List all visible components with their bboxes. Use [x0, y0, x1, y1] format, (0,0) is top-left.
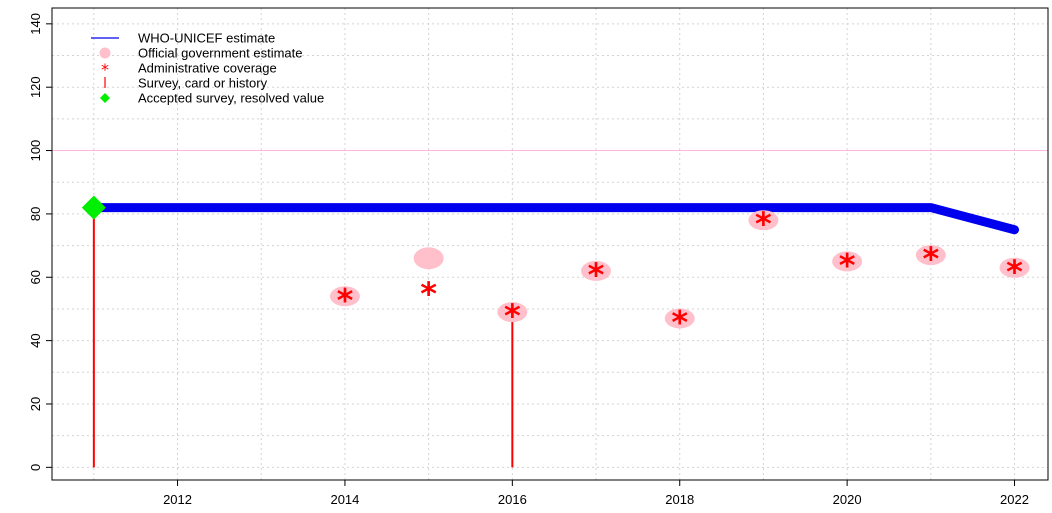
survey-bars: [92, 207, 514, 468]
official-estimate-series: [329, 210, 1030, 329]
official-estimate-point: [329, 286, 360, 307]
y-tick-label: 60: [28, 270, 43, 284]
legend-circle-icon: [99, 47, 111, 59]
official-estimate-point: [915, 245, 946, 266]
x-tick-label: 2016: [498, 492, 527, 507]
administrative-coverage-point: *: [504, 297, 521, 335]
legend-label: Official government estimate: [138, 46, 303, 61]
axes: 0 20 40 60 80 100 120 140 2012 2014 2016 2018 2020 20…: [28, 13, 1029, 507]
administrative-coverage-series: * * * * * * * * *: [337, 205, 1024, 341]
administrative-coverage-point: *: [588, 256, 605, 294]
y-tick-label: 100: [28, 140, 43, 162]
official-estimate-point: [581, 260, 612, 281]
plot-border: [51, 7, 1049, 481]
y-tick-label: 120: [28, 76, 43, 98]
administrative-coverage-point: *: [922, 240, 939, 278]
who-unicef-series: [89, 203, 1020, 235]
legend-diamond-icon: [100, 93, 110, 103]
administrative-coverage-point: *: [1006, 253, 1023, 291]
official-estimate-point: [664, 308, 695, 329]
administrative-coverage-point: *: [337, 281, 354, 319]
x-tick-label: 2022: [1000, 492, 1029, 507]
legend-label: WHO-UNICEF estimate: [138, 31, 275, 46]
y-tick-label: 0: [28, 464, 43, 471]
official-estimate-point: [748, 210, 779, 231]
y-tick-label: 80: [28, 207, 43, 221]
official-estimate-point: [832, 251, 863, 272]
legend-label: Survey, card or history: [138, 76, 268, 91]
legend-label: Accepted survey, resolved value: [138, 91, 324, 106]
x-tick-label: 2012: [163, 492, 192, 507]
x-tick-label: 2014: [330, 492, 359, 507]
official-estimate-point: [413, 247, 444, 270]
official-estimate-point: [999, 257, 1030, 278]
y-tick-label: 140: [28, 13, 43, 35]
y-tick-label: 40: [28, 333, 43, 347]
official-estimate-point: [497, 302, 528, 323]
who-unicef-line: [89, 203, 1020, 235]
administrative-coverage-point: *: [420, 275, 437, 313]
accepted-survey-point: [81, 195, 106, 220]
administrative-coverage-point: *: [671, 303, 688, 341]
legend-asterisk-icon: *: [101, 60, 109, 79]
administrative-coverage-point: *: [839, 246, 856, 284]
x-tick-label: 2018: [665, 492, 694, 507]
accepted-survey-series: [81, 195, 106, 220]
y-tick-label: 20: [28, 397, 43, 411]
administrative-coverage-point: *: [755, 205, 772, 243]
x-tick-label: 2020: [833, 492, 862, 507]
plot-frame: [51, 7, 1049, 481]
legend-label: Administrative coverage: [138, 61, 277, 76]
